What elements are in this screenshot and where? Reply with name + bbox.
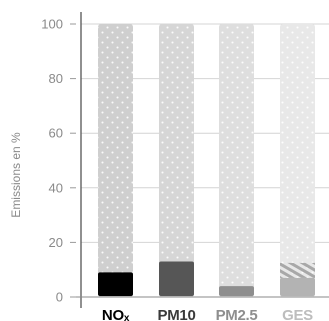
x-tick-label: GES [282, 307, 313, 321]
y-axis-title: Emissions en % [9, 132, 23, 218]
axes [76, 12, 329, 308]
y-tick-label: 80 [49, 71, 63, 86]
value-bar [219, 286, 254, 296]
y-tick-label: 20 [49, 235, 63, 250]
hatched-overlay-bar [280, 262, 315, 278]
background-bar-dots [159, 24, 194, 297]
background-bars [98, 24, 315, 297]
value-bars [98, 261, 315, 296]
background-bar-dots [98, 24, 133, 297]
y-tick-label: 100 [41, 17, 63, 32]
background-bar-dots [280, 24, 315, 297]
x-tick-label: PM2.5 [216, 307, 258, 321]
value-bar [280, 277, 315, 296]
x-tick-label: NOx [102, 307, 130, 321]
y-tick-label: 40 [49, 180, 63, 195]
value-bar [159, 261, 194, 296]
x-axis-labels: NOx PM10 PM2.5 GES [102, 307, 314, 321]
value-bar [98, 272, 133, 296]
y-axis-ticks: 0 20 40 60 80 100 [41, 17, 76, 305]
y-tick-label: 0 [56, 290, 63, 305]
hatched-overlays [280, 262, 315, 278]
x-tick-label: PM10 [158, 307, 196, 321]
y-tick-label: 60 [49, 126, 63, 141]
background-bar-dots [219, 24, 254, 297]
